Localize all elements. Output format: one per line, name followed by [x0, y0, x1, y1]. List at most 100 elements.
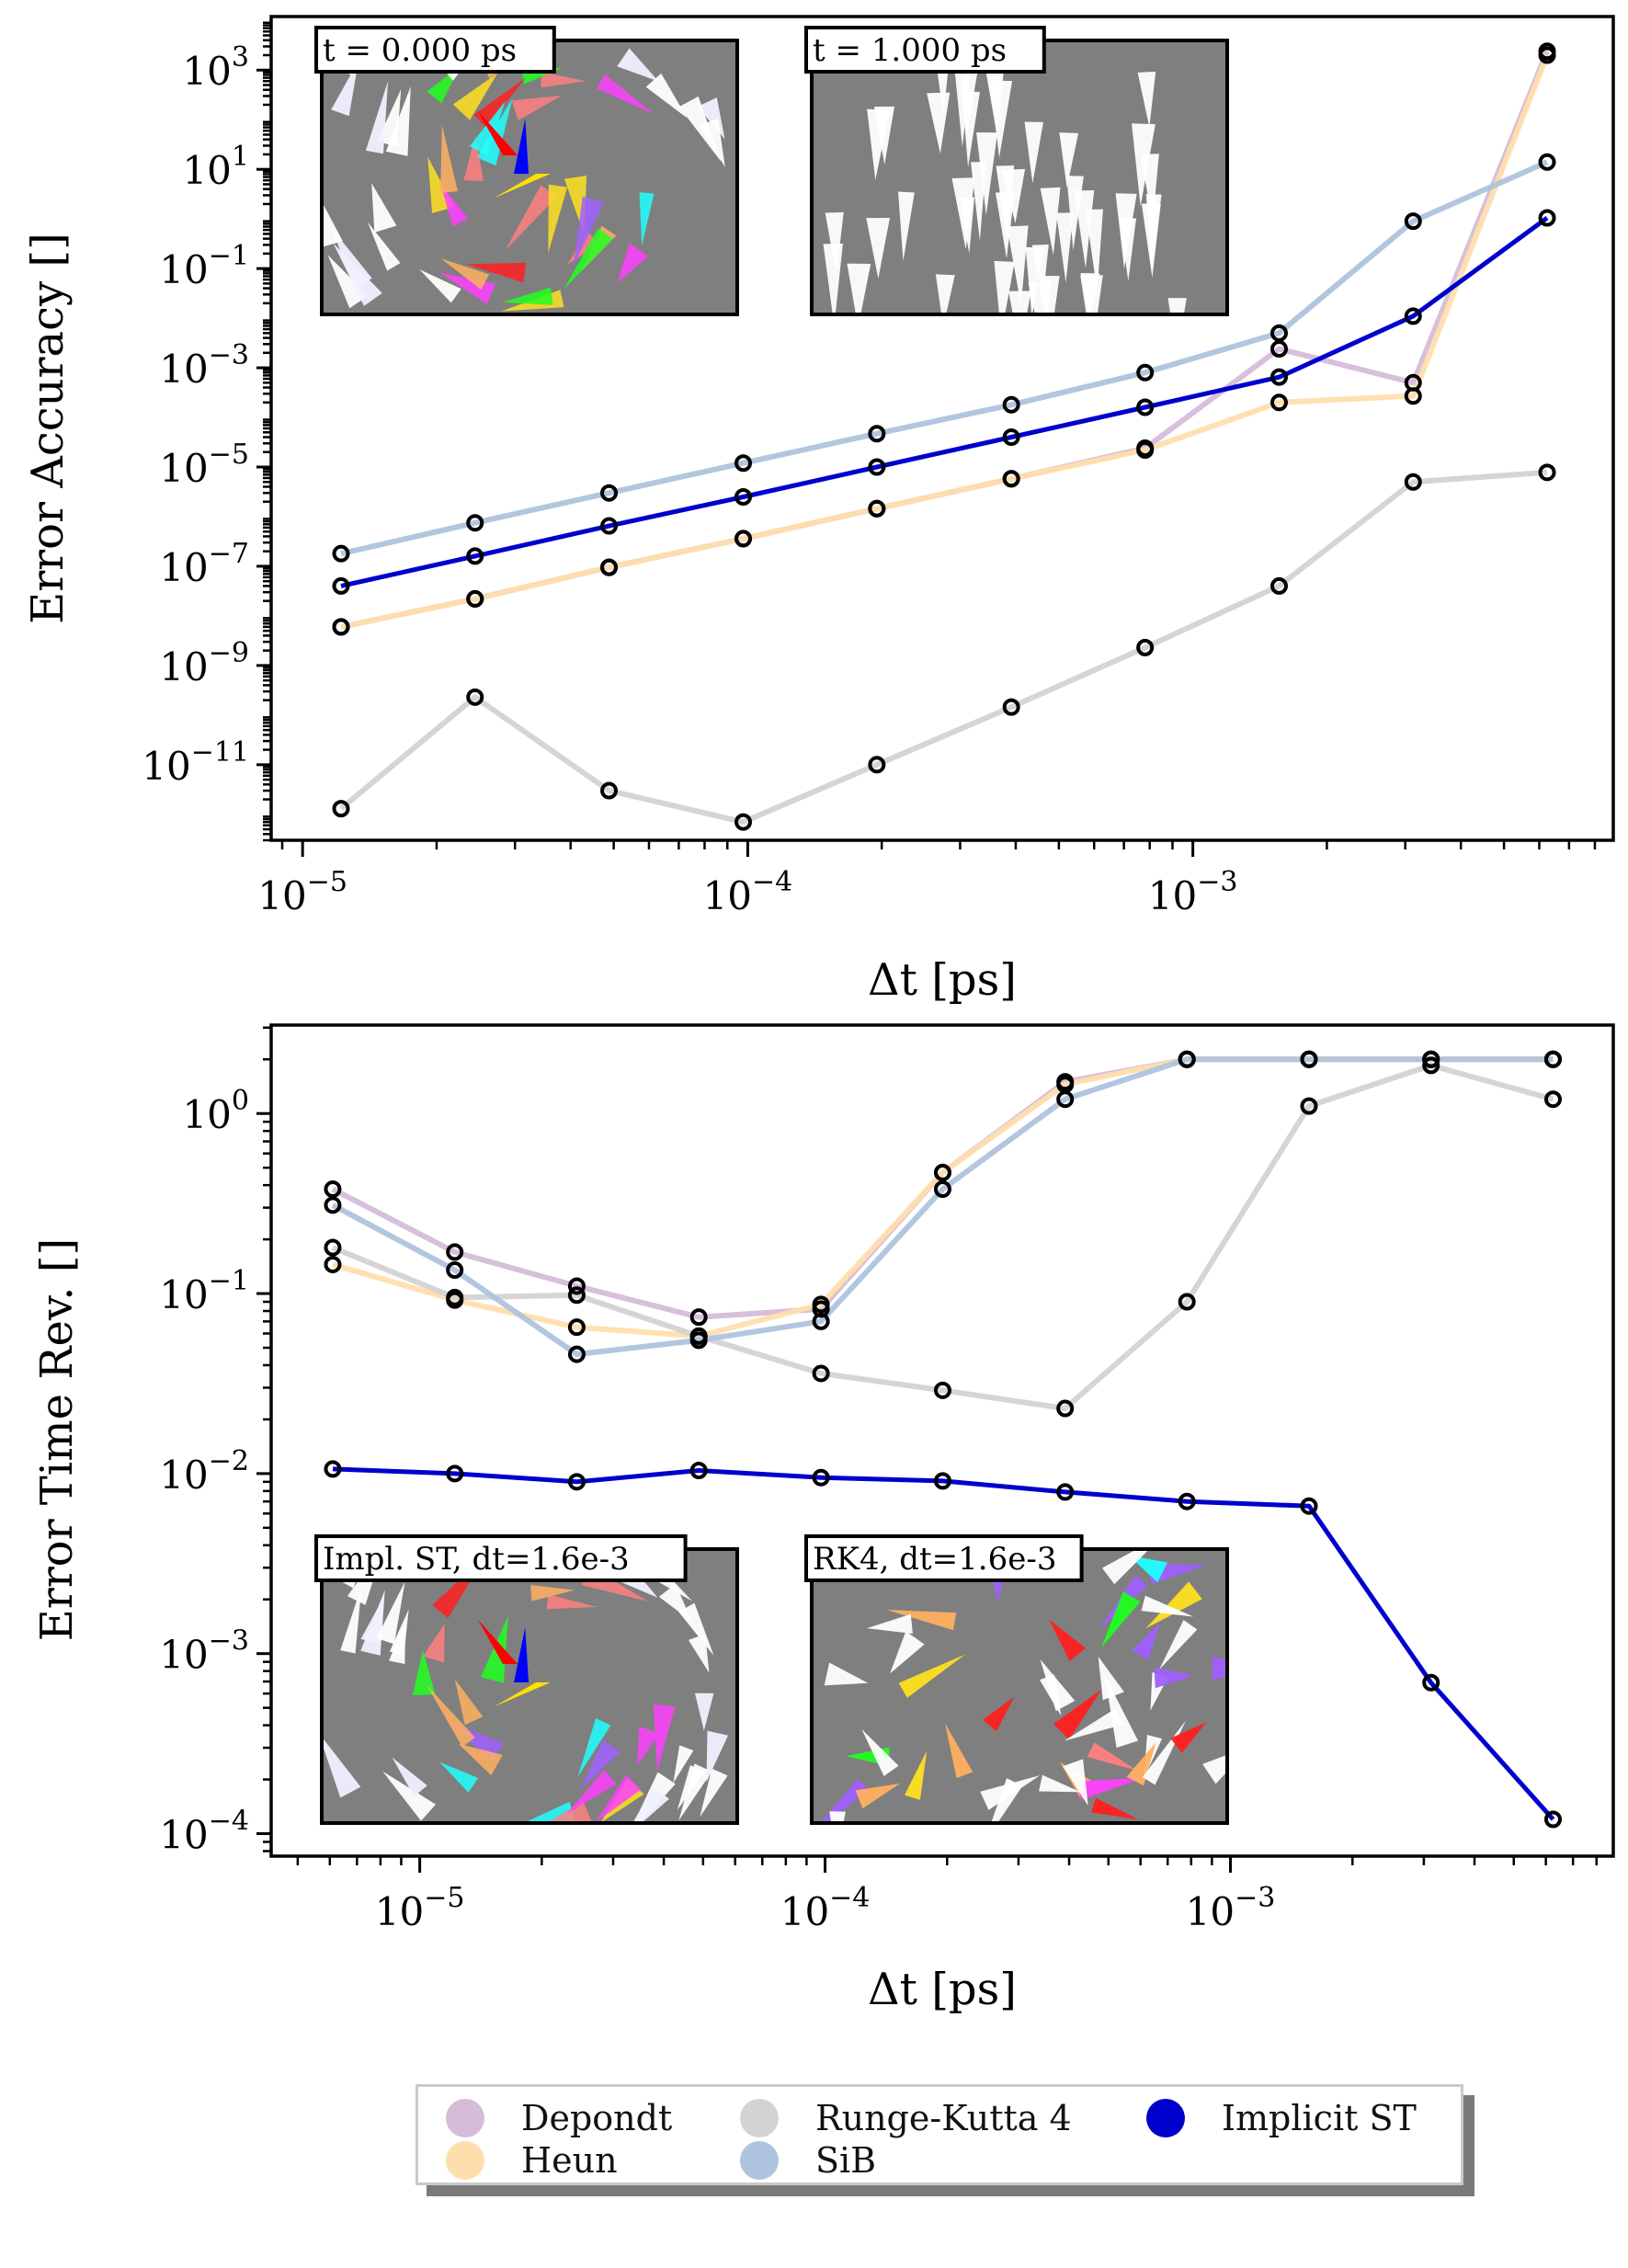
data-point — [466, 589, 484, 608]
data-point — [1136, 441, 1155, 460]
legend-item-runge-kutta-4: Runge-Kutta 4 — [740, 2098, 1072, 2138]
data-point — [1404, 387, 1422, 405]
data-point — [1178, 1492, 1196, 1510]
legend-marker — [740, 2099, 779, 2137]
data-point — [868, 425, 886, 443]
data-point — [1056, 1483, 1075, 1501]
data-point — [1404, 473, 1422, 491]
data-point — [1404, 307, 1422, 325]
spin-arrow — [898, 1654, 965, 1698]
spin-arrow — [454, 1679, 484, 1726]
spin-arrow — [1128, 1555, 1168, 1583]
legend-item-heun: Heun — [446, 2140, 618, 2181]
spin-arrow — [1001, 168, 1026, 223]
spin-arrow — [1141, 203, 1161, 278]
spin-arrow — [673, 1745, 694, 1784]
data-point — [324, 1238, 342, 1257]
data-point — [933, 1180, 951, 1199]
data-point — [600, 484, 619, 502]
spin-arrow — [412, 1650, 436, 1695]
spin-arrow — [990, 80, 1013, 158]
data-point — [1404, 212, 1422, 231]
spin-arrow — [677, 1764, 705, 1810]
data-point — [734, 530, 753, 548]
spin-arrow — [333, 243, 382, 306]
data-point — [1300, 1497, 1318, 1515]
data-point — [1270, 340, 1289, 359]
spin-arrow — [505, 185, 557, 251]
spin-arrow — [579, 1739, 620, 1791]
top-axes-frame — [269, 15, 1615, 842]
spin-arrow — [983, 1696, 1015, 1732]
inset-aligned: t = 1.000 ps — [804, 26, 1229, 316]
data-point — [1002, 395, 1020, 414]
data-point — [1300, 1050, 1318, 1068]
data-point — [734, 454, 753, 473]
y-tick-label: 10−7 — [159, 538, 249, 590]
legend-item-implicit-st: Implicit ST — [1146, 2098, 1417, 2138]
spin-arrow — [439, 272, 496, 305]
spin-arrow — [866, 218, 890, 279]
series-line-implicit-st — [340, 215, 1549, 588]
spin-arrow — [994, 260, 1015, 314]
spin-arrow — [566, 1770, 617, 1815]
bottom-axis-ticks: 10−5 10−4 10−3 10−4 10−3 10−2 10−1 100 — [159, 1026, 1598, 1934]
data-point — [446, 1288, 464, 1306]
x-tick-label: 10−4 — [780, 1882, 871, 1934]
inset-label: t = 1.000 ps — [813, 32, 1007, 69]
spin-arrow — [645, 73, 688, 119]
spin-arrow — [1098, 1656, 1124, 1701]
data-point — [868, 458, 886, 476]
bottom-xlabel: Δt [ps] — [868, 1964, 1017, 2015]
data-point — [332, 576, 350, 595]
spin-arrow — [1040, 1658, 1076, 1712]
data-point — [332, 544, 350, 563]
data-point — [812, 1312, 830, 1330]
spin-arrow — [480, 1615, 508, 1683]
spin-arrow — [1212, 1656, 1227, 1680]
y-tick-label: 10−3 — [159, 1625, 249, 1678]
legend: Depondt Runge-Kutta 4 Implicit ST Heun S… — [416, 2084, 1463, 2185]
spin-arrow — [452, 73, 498, 120]
data-point — [567, 1286, 586, 1305]
data-point — [1136, 398, 1155, 416]
y-tick-label: 10−1 — [159, 240, 249, 292]
series-line-heun — [340, 53, 1550, 630]
spin-arrow — [473, 77, 527, 128]
data-point — [933, 1472, 951, 1490]
spin-arrow — [427, 1684, 475, 1748]
spin-arrow — [1101, 1591, 1141, 1648]
spin-arrow — [632, 1785, 669, 1823]
legend-label: Implicit ST — [1222, 2098, 1417, 2138]
spin-arrow — [469, 101, 506, 156]
bottom-series — [324, 1050, 1562, 1829]
spin-arrow — [392, 1757, 427, 1797]
data-point — [1002, 698, 1020, 716]
data-point — [1538, 46, 1556, 64]
y-tick-label: 10−1 — [159, 1265, 249, 1317]
bottom-ylabel: Error Time Rev. [] — [31, 1238, 83, 1642]
bottom-axes-frame — [269, 1023, 1615, 1858]
spin-arrow — [331, 61, 359, 117]
legend-marker — [446, 2099, 484, 2137]
spin-arrow — [637, 1726, 660, 1766]
spin-arrow — [440, 124, 458, 193]
data-point — [812, 1295, 830, 1314]
spin-arrow — [439, 1761, 479, 1793]
spin-arrow — [1074, 190, 1095, 268]
inset-label-box — [314, 26, 556, 74]
data-point — [1270, 393, 1289, 412]
spin-arrow — [1025, 246, 1045, 314]
data-point — [933, 1163, 951, 1181]
data-point — [1543, 1050, 1562, 1068]
bottom-insets: Impl. ST, dt=1.6e-3 RK4, dt=1.6e-3 — [314, 1534, 1229, 1825]
data-point — [689, 1308, 708, 1327]
spin-arrow — [419, 268, 461, 303]
legend-label: SiB — [815, 2140, 877, 2181]
spin-arrow — [530, 1584, 575, 1601]
x-tick-label: 10−3 — [1148, 866, 1238, 918]
data-point — [567, 1318, 586, 1337]
spin-arrow — [954, 72, 971, 147]
data-point — [1543, 1090, 1562, 1109]
legend-marker — [446, 2141, 484, 2180]
